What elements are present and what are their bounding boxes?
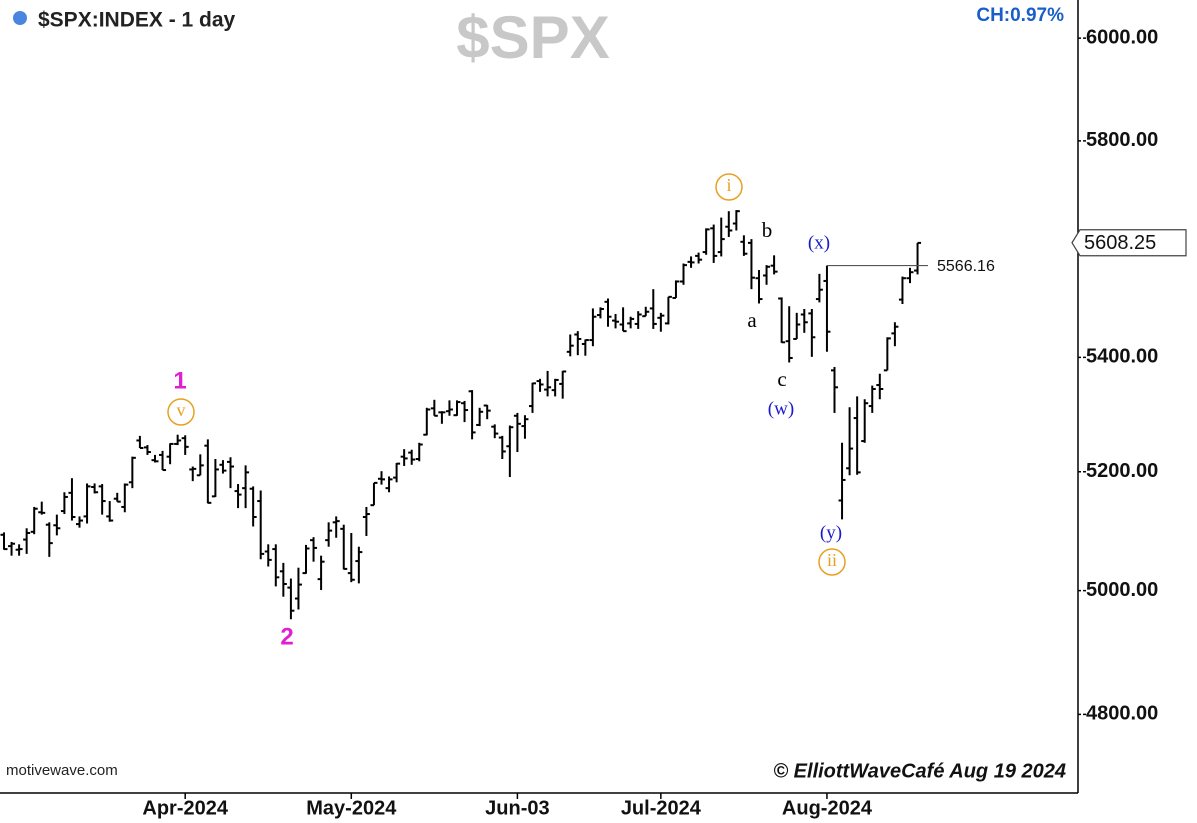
wave-circle — [715, 173, 743, 201]
watermark: $SPX — [456, 4, 609, 71]
x-tick-label: Apr-2024 — [142, 797, 228, 819]
wave-label: ii — [827, 550, 837, 570]
price-tag — [1071, 229, 1187, 257]
wave-label: c — [777, 367, 786, 391]
x-tick-label: Jun-03 — [485, 797, 549, 819]
y-tick-label: 4800.00 — [1086, 703, 1158, 725]
wave-label: a — [747, 308, 757, 332]
x-tick-label: Jul-2024 — [621, 797, 702, 819]
y-tick-label: 5000.00 — [1086, 579, 1158, 601]
wave-label: (x) — [808, 232, 830, 253]
wave-label: i — [726, 175, 731, 195]
wave-label: (y) — [820, 522, 842, 543]
source: motivewave.com — [6, 762, 118, 779]
y-tick-label: 5200.00 — [1086, 460, 1158, 482]
change-label: CH:0.97% — [976, 5, 1064, 26]
wave-label: b — [762, 218, 773, 242]
wave-circle — [167, 398, 195, 426]
credit: © ElliottWaveCafé Aug 19 2024 — [773, 760, 1066, 782]
bars — [0, 210, 922, 620]
x-tick-label: May-2024 — [306, 797, 397, 819]
x-tick-label: Aug-2024 — [782, 797, 873, 819]
wave-label: 2 — [280, 623, 293, 650]
y-tick-label: 5400.00 — [1086, 346, 1158, 368]
y-tick-label: 6000.00 — [1086, 26, 1158, 48]
wave-label: v — [177, 400, 186, 420]
chart-title: $SPX:INDEX - 1 day — [38, 9, 236, 32]
status-dot — [13, 11, 27, 25]
wave-label: 1 — [173, 367, 186, 394]
wave-label: (w) — [768, 398, 794, 419]
level-label: 5566.16 — [937, 258, 995, 275]
y-tick-label: 5800.00 — [1086, 129, 1158, 151]
wave-circle — [818, 548, 846, 576]
price-tag-label: 5608.25 — [1084, 232, 1156, 254]
